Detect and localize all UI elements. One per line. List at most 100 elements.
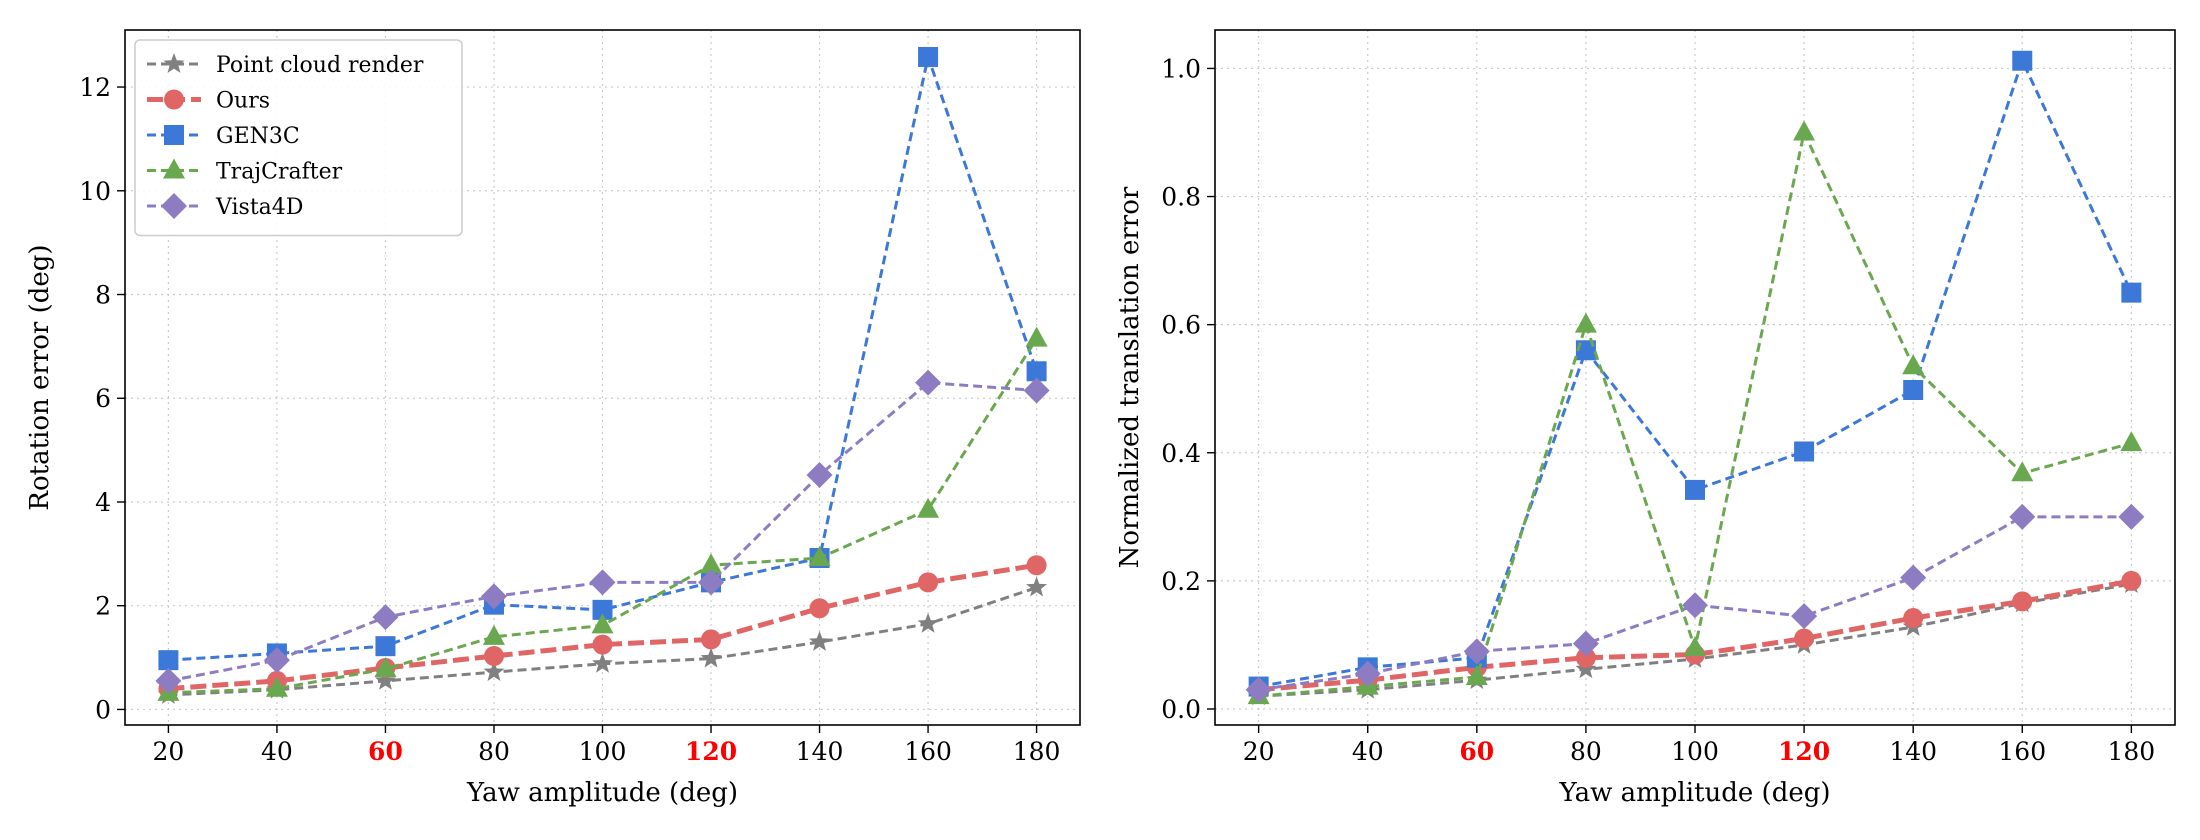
y-tick-label: 0.4	[1161, 439, 1201, 468]
data-point-vista4d	[806, 462, 833, 489]
data-point-vista4d	[1572, 630, 1599, 657]
data-point-vista4d	[1463, 638, 1490, 665]
data-point-gen3c	[1794, 441, 1815, 462]
y-tick-label: 2	[95, 592, 111, 621]
data-point-trajcrafter	[1902, 354, 1925, 375]
series-line	[1258, 56, 2133, 689]
data-point-gen3c	[375, 636, 396, 657]
x-tick-label: 160	[1998, 737, 2046, 766]
data-point-vista4d	[1245, 676, 1272, 703]
data-point-point-cloud-render	[809, 631, 831, 651]
data-point-point-cloud-render	[1575, 658, 1597, 679]
data-point-ours	[918, 572, 939, 593]
x-tick-label: 20	[1243, 737, 1275, 766]
x-axis-title: Yaw amplitude (deg)	[466, 778, 738, 808]
y-tick-label: 8	[95, 281, 111, 310]
data-point-ours	[1026, 555, 1047, 576]
x-tick-label: 160	[904, 737, 952, 766]
data-point-vista4d	[1354, 660, 1381, 687]
data-point-point-cloud-render	[700, 647, 722, 668]
y-tick-label: 0.8	[1161, 183, 1201, 212]
x-tick-label: 60	[1459, 737, 1494, 766]
data-point-gen3c	[592, 599, 613, 620]
data-point-vista4d	[1682, 592, 1708, 619]
x-tick-label: 40	[261, 737, 293, 766]
data-point-point-cloud-render	[917, 612, 939, 633]
x-tick-label: 20	[153, 737, 185, 766]
data-point-ours	[1794, 628, 1815, 649]
y-tick-label: 12	[79, 73, 111, 102]
series-line	[1258, 578, 2132, 693]
data-point-trajcrafter	[1025, 326, 1048, 347]
data-point-point-cloud-render	[1026, 576, 1048, 597]
x-tick-label: 100	[1671, 737, 1719, 766]
data-point-point-cloud-render	[483, 661, 505, 681]
translation-error-chart: 20 40 60 80 100 120 140 160 180 0.0 0.2 0.4 0.6 0.8 1.…	[1115, 29, 2176, 808]
legend-label: Point cloud render	[216, 53, 424, 78]
data-point-gen3c	[2121, 282, 2142, 303]
series-vista4d	[1245, 503, 2145, 703]
x-tick-label: 80	[1570, 737, 1602, 766]
data-point-trajcrafter	[591, 613, 614, 634]
data-point-trajcrafter	[1793, 120, 1816, 141]
data-point-point-cloud-render	[592, 652, 613, 673]
x-tick-label: 40	[1352, 737, 1384, 766]
data-point-vista4d	[698, 569, 725, 596]
data-point-ours	[592, 634, 613, 655]
y-tick-label: 0.2	[1161, 567, 1201, 596]
data-point-vista4d	[1023, 377, 1050, 404]
legend-box	[134, 39, 463, 237]
data-point-gen3c	[1685, 479, 1705, 500]
y-tick-label: 0.6	[1161, 311, 1201, 340]
x-tick-label: 60	[368, 737, 403, 766]
legend-marker	[164, 125, 184, 145]
data-point-ours	[1575, 647, 1596, 668]
data-point-ours	[701, 629, 722, 650]
legend: Point cloud render Ours GEN3C TrajCrafter Vi…	[134, 39, 463, 237]
legend-item-point-cloud-render: Point cloud render	[147, 53, 424, 78]
data-point-trajcrafter	[2120, 431, 2143, 452]
series-line	[168, 381, 1037, 683]
series-line	[1258, 515, 2132, 692]
y-tick-label: 6	[95, 384, 111, 413]
y-tick-label: 1.0	[1161, 54, 1201, 83]
data-point-gen3c	[1903, 379, 1924, 400]
x-axis-title: Yaw amplitude (deg)	[1558, 778, 1830, 808]
data-point-vista4d	[915, 369, 942, 396]
series-line	[168, 562, 1037, 692]
series-vista4d	[155, 369, 1050, 694]
series-trajcrafter	[1247, 120, 2143, 705]
data-point-trajcrafter	[1465, 664, 1488, 685]
legend-item-ours: Ours	[147, 89, 270, 114]
y-tick-label: 0	[95, 695, 111, 724]
data-point-ours	[1903, 608, 1924, 629]
data-point-gen3c	[1026, 361, 1047, 382]
y-axis-title: Normalized translation error	[1115, 186, 1145, 568]
data-point-trajcrafter	[482, 624, 505, 645]
data-point-trajcrafter	[265, 676, 288, 697]
legend-marker	[163, 158, 185, 179]
legend-label: GEN3C	[216, 124, 300, 149]
data-point-trajcrafter	[2011, 461, 2034, 482]
y-tick-label: 0.0	[1161, 695, 1201, 724]
legend-label: Ours	[216, 89, 270, 114]
legend-label: Vista4D	[215, 195, 303, 220]
legend-item-vista4d: Vista4D	[147, 193, 303, 220]
data-point-ours	[809, 598, 830, 619]
legend-marker	[164, 89, 184, 110]
data-point-vista4d	[155, 667, 182, 694]
data-point-ours	[483, 646, 504, 667]
data-point-gen3c	[2012, 50, 2033, 71]
data-point-gen3c	[158, 650, 179, 671]
data-point-vista4d	[480, 583, 507, 610]
x-tick-label: 80	[478, 737, 510, 766]
data-point-vista4d	[372, 604, 399, 631]
data-point-vista4d	[263, 647, 290, 674]
data-point-trajcrafter	[808, 545, 831, 566]
data-point-ours	[2012, 591, 2033, 612]
data-point-vista4d	[2009, 503, 2036, 530]
x-tick-label: 140	[1889, 737, 1937, 766]
x-tick-label: 120	[685, 737, 737, 766]
y-axis-title: Rotation error (deg)	[25, 244, 55, 510]
